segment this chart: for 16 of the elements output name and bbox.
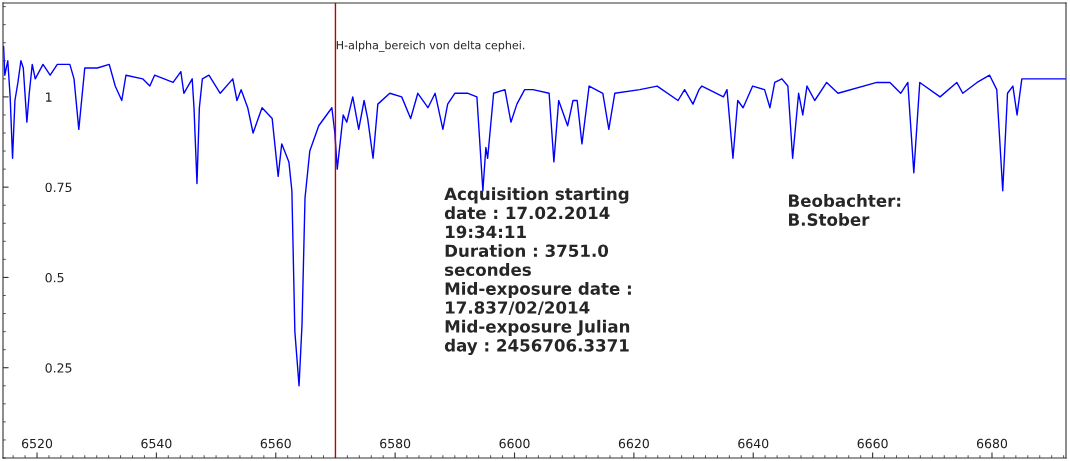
x-tick-label: 6620: [618, 438, 649, 449]
x-tick-label: 6520: [21, 438, 53, 449]
x-tick-label: 6580: [380, 438, 411, 449]
x-tick-label: 6660: [857, 438, 888, 449]
x-tick-label: 6680: [976, 438, 1008, 449]
y-tick-label: 0.5: [45, 272, 64, 283]
text: H-alpha_bereich von delta cephei.: [336, 40, 525, 52]
text: Acquisition starting date : 17.02.2014 19:34:11 Duration : 3751.0 secondes Mid-exposure date : 17.837/02/2014 Mid-exposure Julian day : 2456706.3371: [444, 187, 631, 355]
y-tick-label: 0.75: [45, 182, 72, 193]
annotation: Beobachter: B.Stober: [789, 194, 901, 226]
x-tick-label: 6640: [738, 438, 769, 449]
x-tick-label: 6560: [260, 438, 291, 449]
x-tick-label: 6540: [141, 438, 172, 449]
y-tick-label: 1: [46, 92, 52, 102]
x-tick-label: 6600: [499, 438, 530, 449]
y-tick-label: 0.25: [45, 363, 72, 373]
